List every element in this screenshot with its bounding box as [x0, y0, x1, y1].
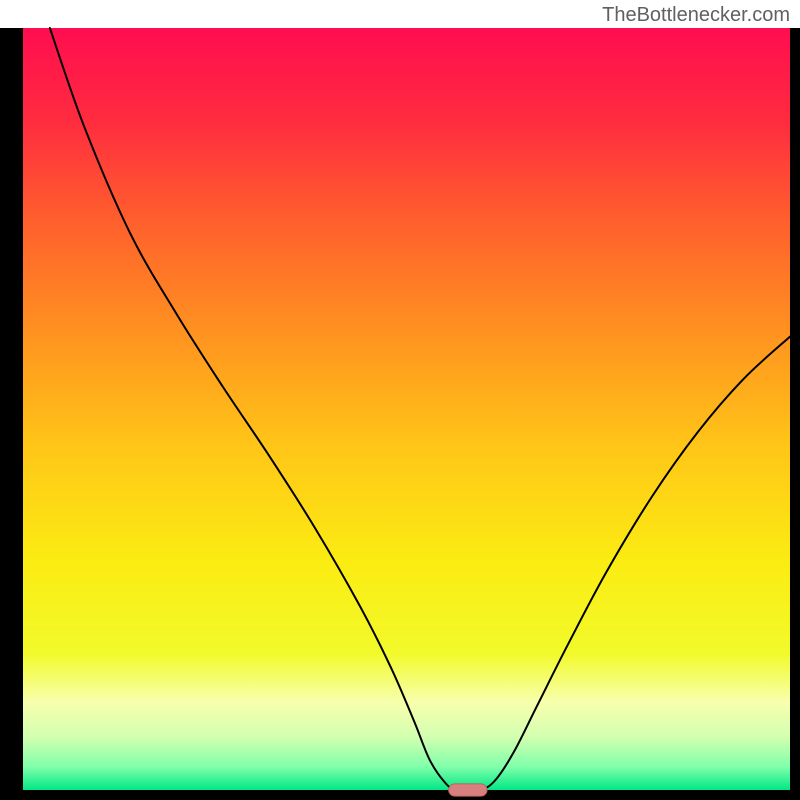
plot-background [23, 28, 790, 790]
chart-svg [0, 0, 800, 800]
minimum-marker [449, 784, 487, 796]
chart-container: TheBottlenecker.com [0, 0, 800, 800]
watermark-text: TheBottlenecker.com [602, 4, 790, 27]
